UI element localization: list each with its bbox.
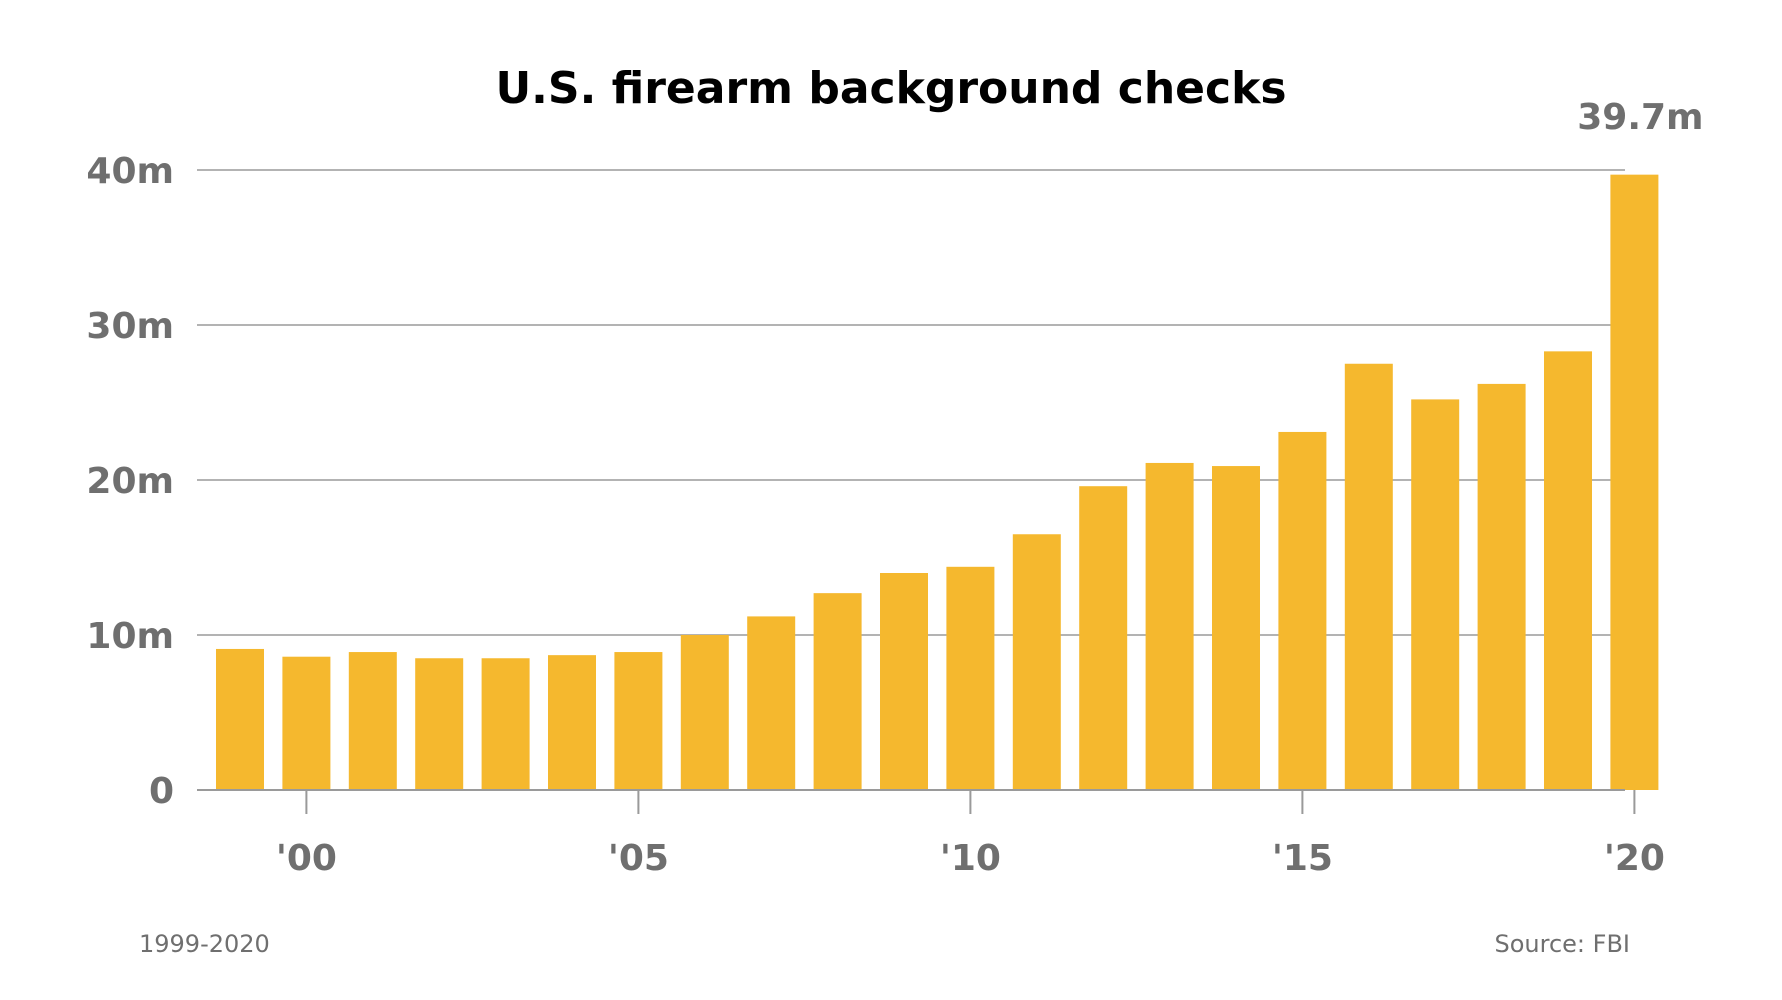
bars (216, 174, 1659, 790)
bar (481, 658, 530, 790)
bar (680, 635, 729, 790)
x-tick-label: '05 (608, 838, 669, 879)
bar (1079, 486, 1128, 790)
bar (880, 573, 928, 790)
bar (415, 658, 464, 790)
bar (1278, 431, 1327, 790)
bar (1477, 383, 1526, 790)
bar (946, 566, 995, 790)
bar (614, 652, 663, 790)
date-range-note: 1999-2020 (139, 930, 270, 958)
bar (1544, 351, 1592, 790)
bar (1411, 399, 1460, 790)
y-tick-label: 10m (86, 616, 174, 657)
bar (548, 655, 596, 790)
bar (1610, 174, 1659, 790)
axes: 0 10m 20m 30m 40m '00 '05 '10 '15 '20 (86, 151, 1665, 879)
x-tick-label: '15 (1272, 838, 1333, 879)
x-tick-label: '10 (940, 838, 1001, 879)
bar (1344, 363, 1393, 790)
source-note: Source: FBI (1495, 930, 1631, 958)
bar (282, 656, 331, 790)
bar (348, 652, 397, 790)
y-tick-label: 20m (86, 461, 174, 502)
bar (216, 648, 264, 790)
x-tick-label: '00 (276, 838, 337, 879)
x-tick-label: '20 (1604, 838, 1665, 879)
chart-title: U.S. firearm background checks (495, 63, 1286, 114)
bar (1145, 462, 1194, 790)
value-annotation: 39.7m (1577, 97, 1703, 138)
bar (1212, 466, 1260, 790)
annotations: 39.7m (1577, 97, 1703, 138)
bar (813, 593, 862, 790)
bar (747, 616, 796, 790)
bar (1012, 534, 1061, 790)
y-tick-label: 30m (86, 306, 174, 347)
y-tick-label: 0 (149, 771, 174, 812)
gridlines (197, 169, 1625, 636)
y-tick-label: 40m (86, 151, 174, 192)
